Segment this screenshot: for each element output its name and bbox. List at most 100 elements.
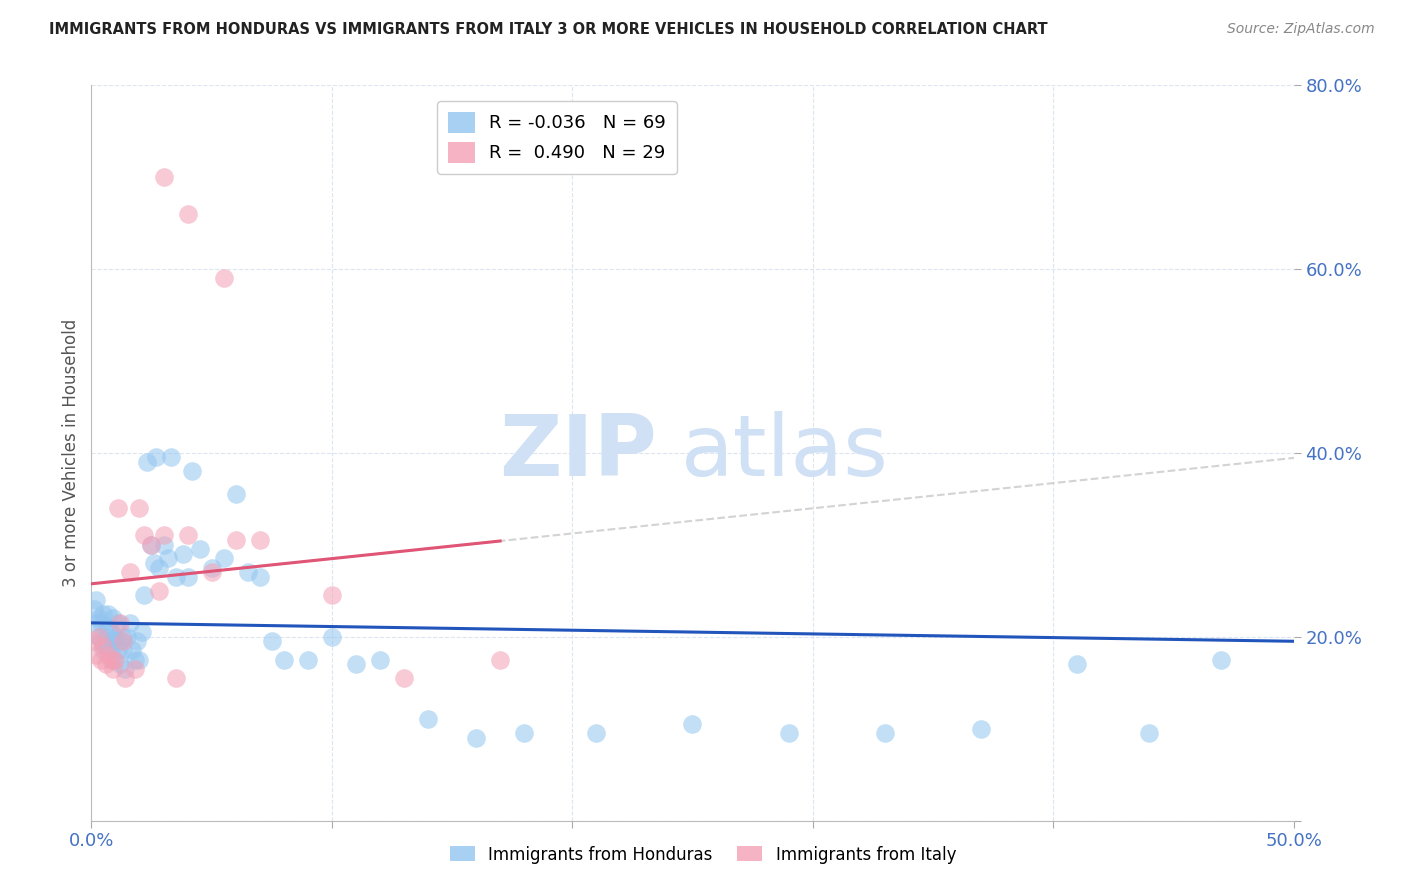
Point [128, 653, 150, 667]
Point [1211, 653, 1233, 667]
Point [90, 615, 112, 630]
Legend: R = -0.036   N = 69, R =  0.490   N = 29: R = -0.036 N = 69, R = 0.490 N = 29 [437, 101, 676, 174]
Point [124, 653, 146, 667]
Point [416, 713, 439, 727]
Point [101, 611, 124, 625]
Point [225, 533, 247, 547]
Y-axis label: 3 or more Vehicles in Household: 3 or more Vehicles in Household [62, 318, 80, 587]
Point [100, 625, 122, 640]
Point [970, 722, 993, 736]
Point [100, 653, 122, 667]
Point [1137, 726, 1160, 740]
Point [489, 653, 512, 667]
Point [114, 671, 136, 685]
Point [104, 634, 127, 648]
Text: IMMIGRANTS FROM HONDURAS VS IMMIGRANTS FROM ITALY 3 OR MORE VEHICLES IN HOUSEHOL: IMMIGRANTS FROM HONDURAS VS IMMIGRANTS F… [49, 22, 1047, 37]
Point [157, 551, 180, 566]
Point [201, 566, 224, 580]
Point [159, 450, 181, 465]
Point [94, 630, 117, 644]
Point [141, 538, 163, 552]
Point [114, 662, 136, 676]
Point [392, 671, 415, 685]
Point [135, 455, 157, 469]
Point [84, 593, 107, 607]
Point [97, 607, 120, 621]
Point [111, 630, 134, 644]
Text: atlas: atlas [681, 411, 889, 494]
Point [94, 639, 117, 653]
Point [176, 206, 198, 220]
Point [93, 639, 115, 653]
Point [117, 630, 139, 644]
Point [84, 615, 107, 630]
Point [90, 653, 112, 667]
Point [873, 726, 896, 740]
Point [212, 271, 235, 285]
Point [118, 615, 141, 630]
Point [513, 726, 536, 740]
Point [90, 634, 112, 648]
Point [107, 500, 129, 515]
Point [273, 653, 295, 667]
Point [104, 653, 127, 667]
Point [201, 560, 224, 574]
Point [165, 570, 187, 584]
Point [344, 657, 367, 672]
Point [165, 671, 187, 685]
Point [297, 653, 319, 667]
Point [84, 648, 107, 662]
Point [101, 662, 124, 676]
Point [111, 643, 134, 657]
Point [152, 528, 174, 542]
Point [321, 588, 343, 602]
Legend: Immigrants from Honduras, Immigrants from Italy: Immigrants from Honduras, Immigrants fro… [443, 839, 963, 871]
Point [101, 653, 124, 667]
Point [121, 643, 143, 657]
Point [148, 583, 170, 598]
Point [118, 566, 141, 580]
Point [131, 625, 153, 640]
Point [94, 657, 117, 672]
Point [172, 547, 194, 561]
Point [141, 538, 163, 552]
Point [225, 487, 247, 501]
Point [104, 630, 127, 644]
Point [176, 570, 198, 584]
Point [249, 533, 271, 547]
Point [87, 630, 110, 644]
Point [368, 653, 391, 667]
Point [236, 566, 259, 580]
Point [465, 731, 488, 745]
Point [93, 643, 115, 657]
Point [124, 662, 146, 676]
Point [97, 620, 120, 634]
Point [110, 657, 132, 672]
Point [249, 570, 271, 584]
Point [145, 450, 167, 465]
Point [97, 648, 120, 662]
Point [83, 602, 105, 616]
Point [778, 726, 800, 740]
Point [585, 726, 607, 740]
Point [100, 643, 122, 657]
Point [188, 542, 211, 557]
Point [152, 538, 174, 552]
Text: Source: ZipAtlas.com: Source: ZipAtlas.com [1227, 22, 1375, 37]
Text: ZIP: ZIP [499, 411, 657, 494]
Point [142, 556, 165, 570]
Point [93, 607, 115, 621]
Point [87, 630, 110, 644]
Point [107, 615, 129, 630]
Point [181, 464, 204, 478]
Point [1066, 657, 1088, 672]
Point [125, 634, 148, 648]
Point [110, 615, 132, 630]
Point [321, 630, 343, 644]
Point [260, 634, 283, 648]
Point [128, 500, 150, 515]
Point [148, 560, 170, 574]
Point [110, 634, 132, 648]
Point [681, 717, 703, 731]
Point [152, 169, 174, 184]
